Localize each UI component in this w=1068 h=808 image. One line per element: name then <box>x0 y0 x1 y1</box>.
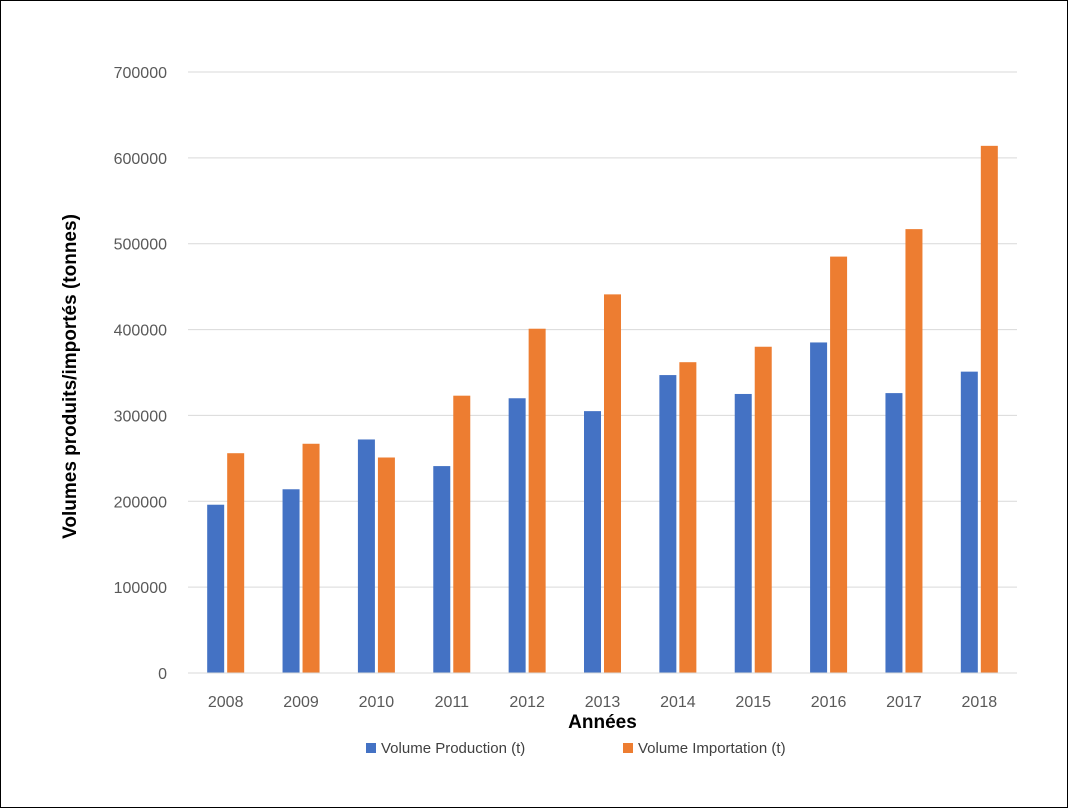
x-tick-label: 2010 <box>359 694 395 711</box>
bar-importation-2010 <box>377 457 395 673</box>
legend-swatch-importation <box>623 743 633 753</box>
legend-label-importation: Volume Importation (t) <box>638 740 786 757</box>
bar-importation-2011 <box>453 395 471 673</box>
x-tick-label: 2013 <box>585 694 621 711</box>
bar-importation-2014 <box>679 362 697 673</box>
y-tick-label: 400000 <box>114 323 167 340</box>
bar-importation-2017 <box>905 229 923 673</box>
bar-production-2018 <box>960 371 978 673</box>
y-tick-label: 500000 <box>114 237 167 254</box>
bar-production-2008 <box>207 504 225 673</box>
y-tick-label: 700000 <box>114 65 167 82</box>
x-tick-label: 2014 <box>660 694 696 711</box>
x-tick-labels: 2008 2009 2010 2011 2012 2013 2014 2015 2016 2017… <box>208 694 997 711</box>
y-axis-title: Volumes produits/importés (tonnes) <box>60 214 81 539</box>
y-tick-label: 300000 <box>114 408 167 425</box>
x-tick-label: 2016 <box>811 694 847 711</box>
bar-importation-2016 <box>830 256 848 673</box>
bar-importation-2009 <box>302 443 320 673</box>
x-tick-label: 2012 <box>509 694 545 711</box>
bar-production-2009 <box>282 489 300 673</box>
bar-importation-2012 <box>528 328 546 673</box>
y-tick-label: 0 <box>158 666 167 683</box>
bar-production-2017 <box>885 393 903 673</box>
x-axis-title: Années <box>568 712 637 733</box>
bar-production-2012 <box>508 398 526 673</box>
legend: Volume Production (t) Volume Importation… <box>366 740 786 757</box>
bar-importation-2015 <box>754 346 772 673</box>
bar-importation-2008 <box>227 453 245 673</box>
x-tick-label: 2015 <box>735 694 771 711</box>
bar-production-2013 <box>584 411 601 673</box>
bar-production-2011 <box>433 466 451 673</box>
x-tick-label: 2009 <box>283 694 319 711</box>
x-tick-label: 2018 <box>962 694 998 711</box>
bar-production-2010 <box>357 439 375 673</box>
bar-production-2016 <box>810 342 828 673</box>
y-tick-label: 600000 <box>114 151 167 168</box>
bars <box>207 145 998 673</box>
legend-swatch-production <box>366 743 376 753</box>
gridlines <box>188 71 1017 588</box>
x-tick-label: 2011 <box>435 694 470 711</box>
bar-production-2015 <box>734 393 752 673</box>
legend-label-production: Volume Production (t) <box>381 740 525 757</box>
y-tick-label: 100000 <box>114 580 167 597</box>
bar-importation-2013 <box>604 294 621 673</box>
bar-production-2014 <box>659 375 677 673</box>
bar-importation-2018 <box>980 145 998 673</box>
y-tick-label: 200000 <box>114 494 167 511</box>
x-tick-label: 2008 <box>208 694 244 711</box>
y-tick-labels: 0 100000 200000 300000 400000 500000 600000 700… <box>114 65 167 683</box>
x-tick-label: 2017 <box>886 694 922 711</box>
